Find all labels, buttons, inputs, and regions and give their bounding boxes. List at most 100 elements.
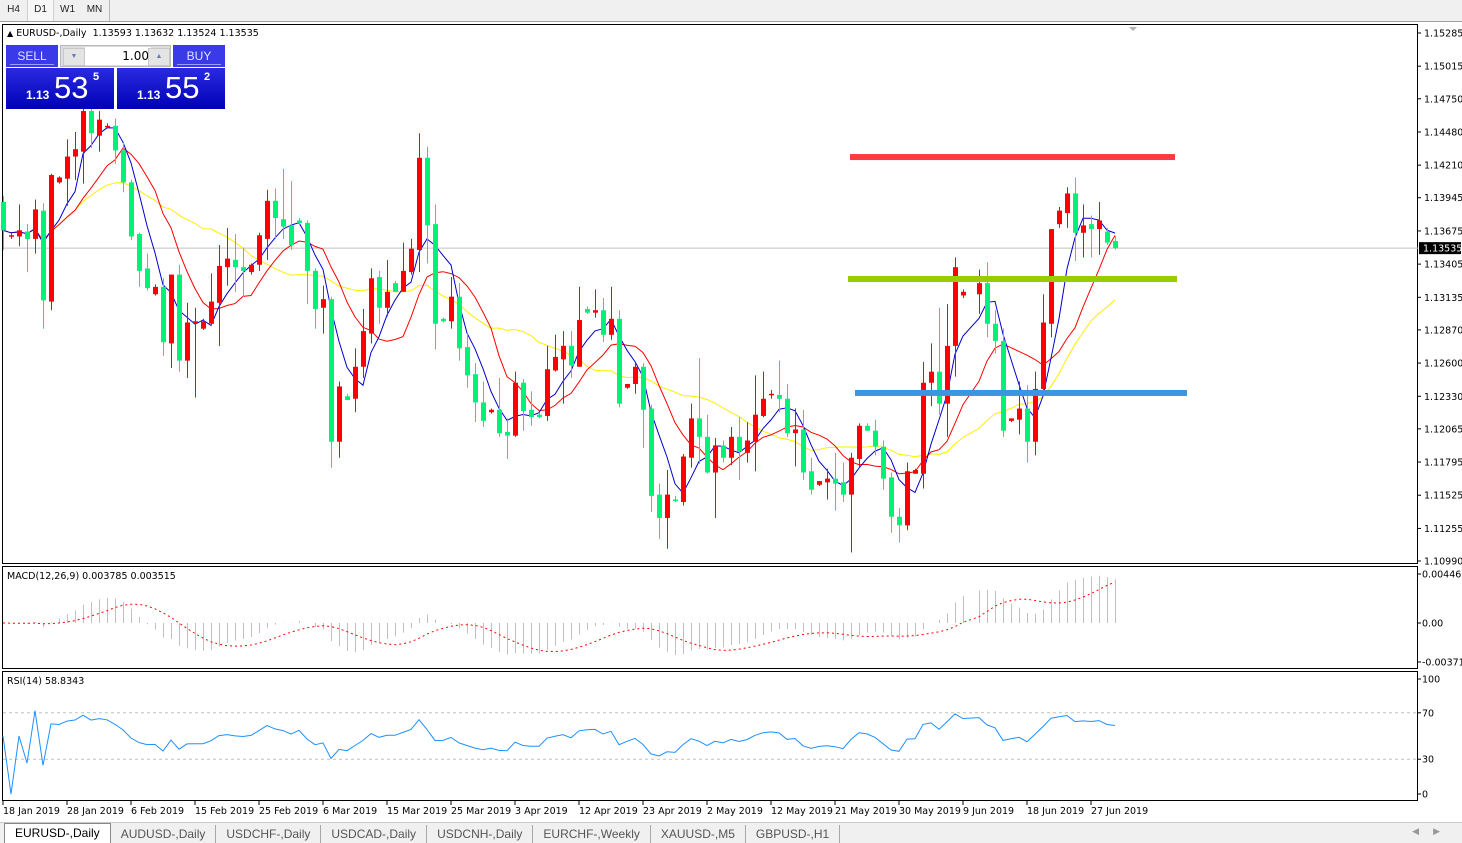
candle (145, 253, 150, 291)
candle-body (465, 347, 470, 376)
candle (129, 179, 134, 241)
tab-xauusd-m5[interactable]: XAUUSD-,M5 (651, 825, 746, 843)
candle-body (833, 478, 838, 484)
rsi-axis-label: 100 (1422, 675, 1440, 686)
candle (1113, 236, 1118, 250)
candle-body (289, 225, 294, 246)
candle-body (777, 395, 782, 399)
scroll-left-icon[interactable]: ◀ (1412, 826, 1434, 836)
candle-body (609, 318, 614, 335)
candle-body (105, 125, 110, 128)
candle (849, 452, 854, 553)
timeframe-h4[interactable]: H4 (7, 4, 20, 15)
tab-eurchf-weekly[interactable]: EURCHF-,Weekly (533, 825, 651, 843)
candle-body (441, 318, 446, 322)
candle-body (961, 291, 966, 296)
candle (961, 289, 966, 298)
candle-body (873, 430, 878, 447)
candle-body (505, 431, 510, 436)
timeframe-mn[interactable]: MN (86, 4, 103, 15)
collapse-triangle-icon[interactable]: ▲ (7, 29, 14, 38)
buy-price-prefix: 1.13 (137, 88, 161, 102)
candle-body (89, 111, 94, 134)
tab-audusd-daily[interactable]: AUDUSD-,Daily (111, 825, 217, 843)
candle-body (417, 157, 422, 250)
date-label: 15 Mar 2019 (387, 806, 447, 817)
candle (353, 348, 358, 413)
tab-usdcad-daily[interactable]: USDCAD-,Daily (321, 825, 428, 843)
candle-body (809, 471, 814, 490)
candle (281, 168, 286, 239)
candle (673, 495, 678, 502)
candle (417, 133, 422, 273)
chart-tabs: EURUSD-,Daily AUDUSD-,Daily USDCHF-,Dail… (0, 822, 1462, 843)
candle-body (529, 409, 534, 418)
candle-body (17, 230, 22, 237)
ohlc-values: 1.13593 1.13632 1.13524 1.13535 (92, 28, 259, 39)
candle (729, 427, 734, 466)
macd-indicator: 0.004465 0.00 -0.003715 (2, 570, 1462, 669)
candle-body (857, 425, 862, 459)
candle (465, 333, 470, 388)
toolbar-separator (109, 0, 110, 21)
tab-usdcnh-daily[interactable]: USDCNH-,Daily (427, 825, 534, 843)
candle-body (1057, 210, 1062, 225)
sell-button[interactable]: SELL (6, 45, 58, 67)
candle (505, 418, 510, 459)
candle-body (729, 436, 734, 458)
sell-price-box[interactable]: 1.13 53 5 (6, 68, 114, 109)
bid-price-marker (1419, 242, 1461, 255)
candle-body (673, 499, 678, 502)
candle-body (665, 494, 670, 518)
candle (305, 220, 310, 305)
candle-body (201, 321, 206, 329)
candle (209, 273, 214, 325)
lot-decrease-icon[interactable]: ▼ (63, 48, 85, 66)
candle (225, 227, 230, 286)
sell-price-fraction: 5 (93, 71, 100, 83)
candle-body (233, 259, 238, 268)
timeframe-w1[interactable]: W1 (60, 4, 75, 15)
candle-body (593, 310, 598, 313)
candle-body (657, 494, 662, 518)
candle (657, 483, 662, 539)
price-tick-label: 1.15015 (1424, 62, 1462, 73)
candle-body (897, 516, 902, 526)
candle (881, 440, 886, 490)
candle-body (369, 278, 374, 334)
chart-shift-marker-icon[interactable] (1129, 27, 1137, 31)
candle (585, 306, 590, 314)
lot-increase-icon[interactable]: ▲ (148, 48, 170, 66)
price-tick-label: 1.12870 (1424, 325, 1462, 336)
date-label: 28 Jan 2019 (67, 806, 124, 817)
tab-gbpusd-h1[interactable]: GBPUSD-,H1 (746, 825, 841, 843)
timeframe-d1[interactable]: D1 (27, 0, 54, 21)
lot-size-input[interactable] (85, 47, 151, 65)
candle (369, 268, 374, 344)
buy-button[interactable]: BUY (173, 45, 225, 67)
candle-body (929, 371, 934, 383)
scroll-right-icon[interactable]: ▶ (1433, 826, 1454, 836)
chart-canvas[interactable]: 1.152851.150151.147501.144801.142101.139… (0, 0, 1462, 822)
date-label: 27 Jun 2019 (1091, 806, 1148, 817)
buy-price-pips: 55 (165, 70, 200, 105)
candle-body (185, 322, 190, 361)
price-tick-label: 1.14750 (1424, 94, 1462, 105)
price-tick-label: 1.13675 (1424, 226, 1462, 237)
candle (873, 419, 878, 456)
tab-eurusd-daily[interactable]: EURUSD-,Daily (4, 823, 111, 843)
candle-body (121, 150, 126, 183)
candle-body (561, 345, 566, 360)
date-label: 6 Feb 2019 (131, 806, 184, 817)
date-label: 25 Feb 2019 (259, 806, 318, 817)
candle (617, 310, 622, 408)
tab-usdchf-daily[interactable]: USDCHF-,Daily (216, 825, 322, 843)
buy-price-box[interactable]: 1.13 55 2 (117, 68, 225, 109)
timeframe-toolbar: H4 D1 W1 MN (0, 0, 1462, 22)
candle (841, 462, 846, 502)
price-tick-label: 1.14210 (1424, 161, 1462, 172)
candle-body (801, 429, 806, 473)
candle-body (193, 321, 198, 324)
candle-body (1001, 340, 1006, 431)
candle (49, 173, 54, 311)
